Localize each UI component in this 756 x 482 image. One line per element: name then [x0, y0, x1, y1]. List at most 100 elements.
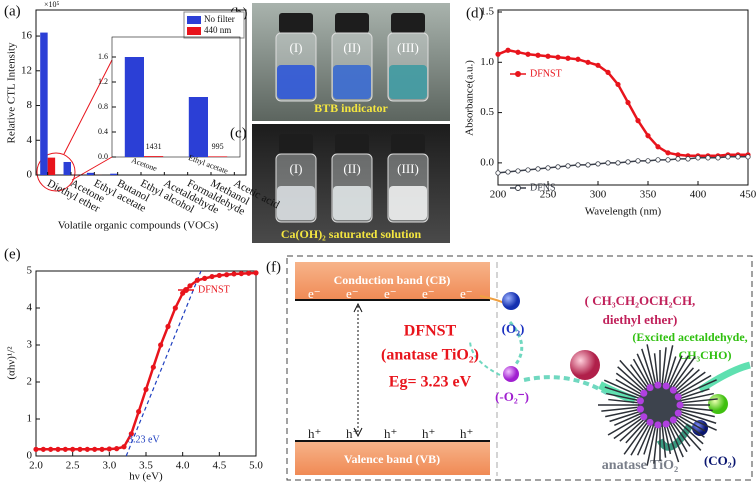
dot: [674, 409, 682, 417]
point: [62, 446, 68, 452]
phase: (anatase TiO₂): [381, 347, 479, 364]
point: [515, 168, 521, 174]
voc: ( CH₃CH₂OCH₂CH,: [585, 293, 696, 308]
vial-liquid: [333, 65, 371, 99]
vb-band: [295, 441, 490, 475]
point: [121, 444, 127, 450]
point: [655, 144, 661, 150]
point: [645, 133, 651, 139]
point: [715, 155, 721, 161]
point: [555, 54, 561, 60]
y-tick-label: 0.0: [480, 156, 494, 168]
point: [615, 81, 621, 88]
vb-label: Valence band (VB): [344, 452, 440, 466]
y-tick-label: 0: [27, 450, 33, 462]
y-axis-label: Relative CTL Intensity: [6, 42, 18, 144]
legend-label: DFNST: [198, 284, 230, 295]
vial-liquid: [333, 186, 371, 220]
arrow: [469, 339, 501, 376]
point: [70, 446, 76, 452]
point: [655, 157, 661, 163]
point: [545, 53, 551, 59]
x-tick-label: 350: [640, 189, 657, 201]
superoxide-sphere: [503, 366, 519, 382]
hole: h⁺: [346, 426, 359, 441]
point: [187, 283, 193, 289]
point: [565, 163, 571, 169]
legend-label: No filter: [204, 14, 235, 24]
annotation: 3.23 eV: [128, 434, 160, 445]
point: [505, 169, 511, 175]
cb-label: Conduction band (CB): [334, 273, 451, 287]
point: [665, 150, 671, 156]
point: [238, 270, 244, 277]
bar: [40, 32, 48, 175]
point: [99, 446, 105, 452]
dot: [654, 381, 662, 389]
zoom-lines: [63, 59, 113, 181]
co2: (CO₂): [704, 453, 736, 468]
legend-marker: [183, 287, 189, 293]
panel-label: (a): [4, 3, 21, 19]
bar: [124, 57, 144, 157]
point: [645, 158, 651, 164]
y-tick-label: 0.4: [98, 127, 108, 136]
y-tick-label: 0.8: [98, 102, 108, 111]
legend-marker: [515, 185, 521, 191]
arrow: [656, 423, 694, 451]
dot: [662, 382, 670, 390]
legend-marker: [515, 71, 521, 77]
point: [246, 270, 252, 276]
x-tick-label: 5.0: [249, 460, 263, 472]
point: [92, 446, 98, 452]
point: [635, 158, 641, 164]
bar: [110, 173, 118, 175]
vial-label: (II): [343, 161, 360, 176]
x-tick-label: 3.5: [139, 460, 153, 472]
photo-caption: BTB indicator: [314, 101, 388, 115]
point: [545, 165, 551, 171]
point: [106, 446, 112, 452]
x-tick-label: 2.0: [29, 460, 43, 472]
point: [77, 446, 83, 452]
point: [675, 156, 681, 162]
x-tick-label: 3.0: [102, 460, 116, 472]
hole: h⁺: [422, 426, 435, 441]
point: [565, 55, 571, 61]
point: [745, 154, 751, 160]
y-tick-label: 1.6: [98, 52, 108, 61]
y-tick-label: 2: [27, 376, 33, 388]
point: [33, 446, 39, 452]
vial-liquid: [389, 65, 427, 99]
hole: h⁺: [384, 426, 397, 441]
vial-cap: [335, 13, 369, 33]
y-axis-label: (αhν)¹/²: [6, 346, 18, 380]
vial-cap: [335, 134, 369, 154]
y-tick-label: 1: [27, 413, 33, 425]
x-tick-label: 450: [740, 189, 756, 201]
hole: h⁺: [460, 426, 473, 441]
point: [165, 323, 171, 330]
point: [535, 52, 541, 58]
hole: h⁺: [308, 426, 321, 441]
panel-label: (d): [466, 5, 484, 21]
point: [685, 156, 691, 162]
point: [585, 162, 591, 168]
vial-cap: [279, 134, 313, 154]
point: [505, 47, 511, 53]
arrow: [523, 375, 612, 397]
photo-caption: Ca(OH)₂ saturated solution: [281, 227, 422, 241]
point: [575, 56, 581, 62]
point: [231, 271, 237, 277]
plot-frame: [111, 36, 241, 158]
electron: e⁻: [422, 286, 435, 301]
vial-liquid: [389, 186, 427, 220]
vial-label: (II): [343, 40, 360, 55]
plot-frame: [35, 270, 257, 457]
point: [695, 155, 701, 161]
x-axis-label: Wavelength (nm): [585, 206, 662, 218]
vial-label: (III): [397, 40, 419, 55]
legend-label: DFNST: [530, 68, 562, 79]
point: [535, 166, 541, 172]
